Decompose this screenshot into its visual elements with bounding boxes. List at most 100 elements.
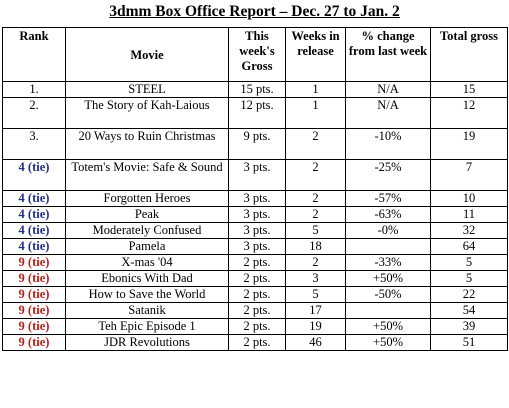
percent-change-cell: -50% [345, 286, 431, 303]
total-gross-cell: 64 [430, 238, 508, 255]
table-row: 1. STEEL 15 pts. 1 N/A 15 [2, 81, 508, 98]
weeks-column-header: Weeks in release [285, 27, 346, 82]
weekly-gross-cell: 3 pts. [228, 159, 286, 191]
movie-title-cell: Pamela [65, 238, 229, 255]
total-gross-cell: 7 [430, 159, 508, 191]
weeks-in-release-cell: 3 [285, 270, 346, 287]
total-gross-cell: 10 [430, 190, 508, 207]
weekly-gross-cell: 2 pts. [228, 254, 286, 271]
header-row: Rank Movie This week's Gross Weeks in re… [2, 27, 508, 82]
weeks-in-release-cell: 17 [285, 302, 346, 319]
total-gross-cell: 5 [430, 254, 508, 271]
movie-title-cell: Moderately Confused [65, 222, 229, 239]
rank-cell: 9 (tie) [2, 302, 66, 319]
rank-cell: 9 (tie) [2, 270, 66, 287]
weekly-gross-cell: 12 pts. [228, 97, 286, 129]
weeks-in-release-cell: 1 [285, 81, 346, 98]
table-row: 3. 20 Ways to Ruin Christmas 9 pts. 2 -10% 19 [2, 128, 508, 160]
rank-cell: 9 (tie) [2, 254, 66, 271]
weeks-in-release-cell: 5 [285, 286, 346, 303]
table-row: 4 (tie) Totem's Movie: Safe & Sound 3 pts.… [2, 159, 508, 191]
weeks-in-release-cell: 18 [285, 238, 346, 255]
table-row: 9 (tie) How to Save the World 2 pts. 5 -50% 2… [2, 286, 508, 303]
movie-title-cell: The Story of Kah-Laious [65, 97, 229, 129]
percent-change-cell: N/A [345, 81, 431, 98]
table-row: 2. The Story of Kah-Laious 12 pts. 1 N/A 12 [2, 97, 508, 129]
rank-cell: 4 (tie) [2, 206, 66, 223]
movie-title-cell: Ebonics With Dad [65, 270, 229, 287]
table-body: 1. STEEL 15 pts. 1 N/A 15 2. The Story of Kah-L… [2, 81, 508, 351]
total-gross-cell: 39 [430, 318, 508, 335]
gross-column-header: This week's Gross [228, 27, 286, 82]
weekly-gross-cell: 3 pts. [228, 238, 286, 255]
box-office-table: Rank Movie This week's Gross Weeks in re… [2, 27, 508, 351]
movie-title-cell: STEEL [65, 81, 229, 98]
rank-cell: 3. [2, 128, 66, 160]
weekly-gross-cell: 3 pts. [228, 190, 286, 207]
percent-change-cell: +50% [345, 318, 431, 335]
percent-change-cell: -33% [345, 254, 431, 271]
rank-cell: 4 (tie) [2, 190, 66, 207]
table-row: 4 (tie) Moderately Confused 3 pts. 5 -0% 32 [2, 222, 508, 239]
total-column-header: Total gross [430, 27, 508, 82]
weeks-in-release-cell: 2 [285, 128, 346, 160]
total-gross-cell: 54 [430, 302, 508, 319]
percent-change-cell [345, 238, 431, 255]
table-row: 9 (tie) X-mas '04 2 pts. 2 -33% 5 [2, 254, 508, 271]
movie-title-cell: How to Save the World [65, 286, 229, 303]
rank-cell: 9 (tie) [2, 334, 66, 351]
movie-title-cell: Totem's Movie: Safe & Sound [65, 159, 229, 191]
table-row: 9 (tie) Ebonics With Dad 2 pts. 3 +50% 5 [2, 270, 508, 287]
weekly-gross-cell: 15 pts. [228, 81, 286, 98]
weekly-gross-cell: 9 pts. [228, 128, 286, 160]
percent-change-cell: -0% [345, 222, 431, 239]
percent-change-cell: +50% [345, 270, 431, 287]
movie-title-cell: Satanik [65, 302, 229, 319]
weeks-in-release-cell: 46 [285, 334, 346, 351]
table-row: 4 (tie) Forgotten Heroes 3 pts. 2 -57% 10 [2, 190, 508, 207]
weeks-in-release-cell: 5 [285, 222, 346, 239]
weekly-gross-cell: 3 pts. [228, 206, 286, 223]
total-gross-cell: 51 [430, 334, 508, 351]
movie-title-cell: Forgotten Heroes [65, 190, 229, 207]
weekly-gross-cell: 2 pts. [228, 334, 286, 351]
rank-cell: 4 (tie) [2, 222, 66, 239]
percent-change-cell [345, 302, 431, 319]
total-gross-cell: 12 [430, 97, 508, 129]
weekly-gross-cell: 2 pts. [228, 302, 286, 319]
movie-column-header: Movie [65, 27, 229, 82]
table-row: 4 (tie) Peak 3 pts. 2 -63% 11 [2, 206, 508, 223]
total-gross-cell: 19 [430, 128, 508, 160]
total-gross-cell: 5 [430, 270, 508, 287]
rank-cell: 1. [2, 81, 66, 98]
table-row: 9 (tie) JDR Revolutions 2 pts. 46 +50% 51 [2, 334, 508, 351]
weeks-in-release-cell: 1 [285, 97, 346, 129]
percent-change-cell: N/A [345, 97, 431, 129]
rank-column-header: Rank [2, 27, 66, 82]
movie-title-cell: Peak [65, 206, 229, 223]
percent-change-cell: -10% [345, 128, 431, 160]
table-row: 4 (tie) Pamela 3 pts. 18 64 [2, 238, 508, 255]
percent-change-cell: -25% [345, 159, 431, 191]
total-gross-cell: 32 [430, 222, 508, 239]
movie-title-cell: X-mas '04 [65, 254, 229, 271]
total-gross-cell: 15 [430, 81, 508, 98]
weekly-gross-cell: 2 pts. [228, 270, 286, 287]
rank-cell: 9 (tie) [2, 318, 66, 335]
weeks-in-release-cell: 2 [285, 190, 346, 207]
rank-cell: 2. [2, 97, 66, 129]
movie-title-cell: Teh Epic Episode 1 [65, 318, 229, 335]
weekly-gross-cell: 2 pts. [228, 318, 286, 335]
weeks-in-release-cell: 2 [285, 206, 346, 223]
change-column-header: % change from last week [345, 27, 431, 82]
rank-cell: 9 (tie) [2, 286, 66, 303]
movie-title-cell: JDR Revolutions [65, 334, 229, 351]
percent-change-cell: -57% [345, 190, 431, 207]
total-gross-cell: 22 [430, 286, 508, 303]
rank-cell: 4 (tie) [2, 238, 66, 255]
table-row: 9 (tie) Satanik 2 pts. 17 54 [2, 302, 508, 319]
weeks-in-release-cell: 2 [285, 159, 346, 191]
report-title: 3dmm Box Office Report – Dec. 27 to Jan.… [109, 3, 400, 20]
weekly-gross-cell: 3 pts. [228, 222, 286, 239]
